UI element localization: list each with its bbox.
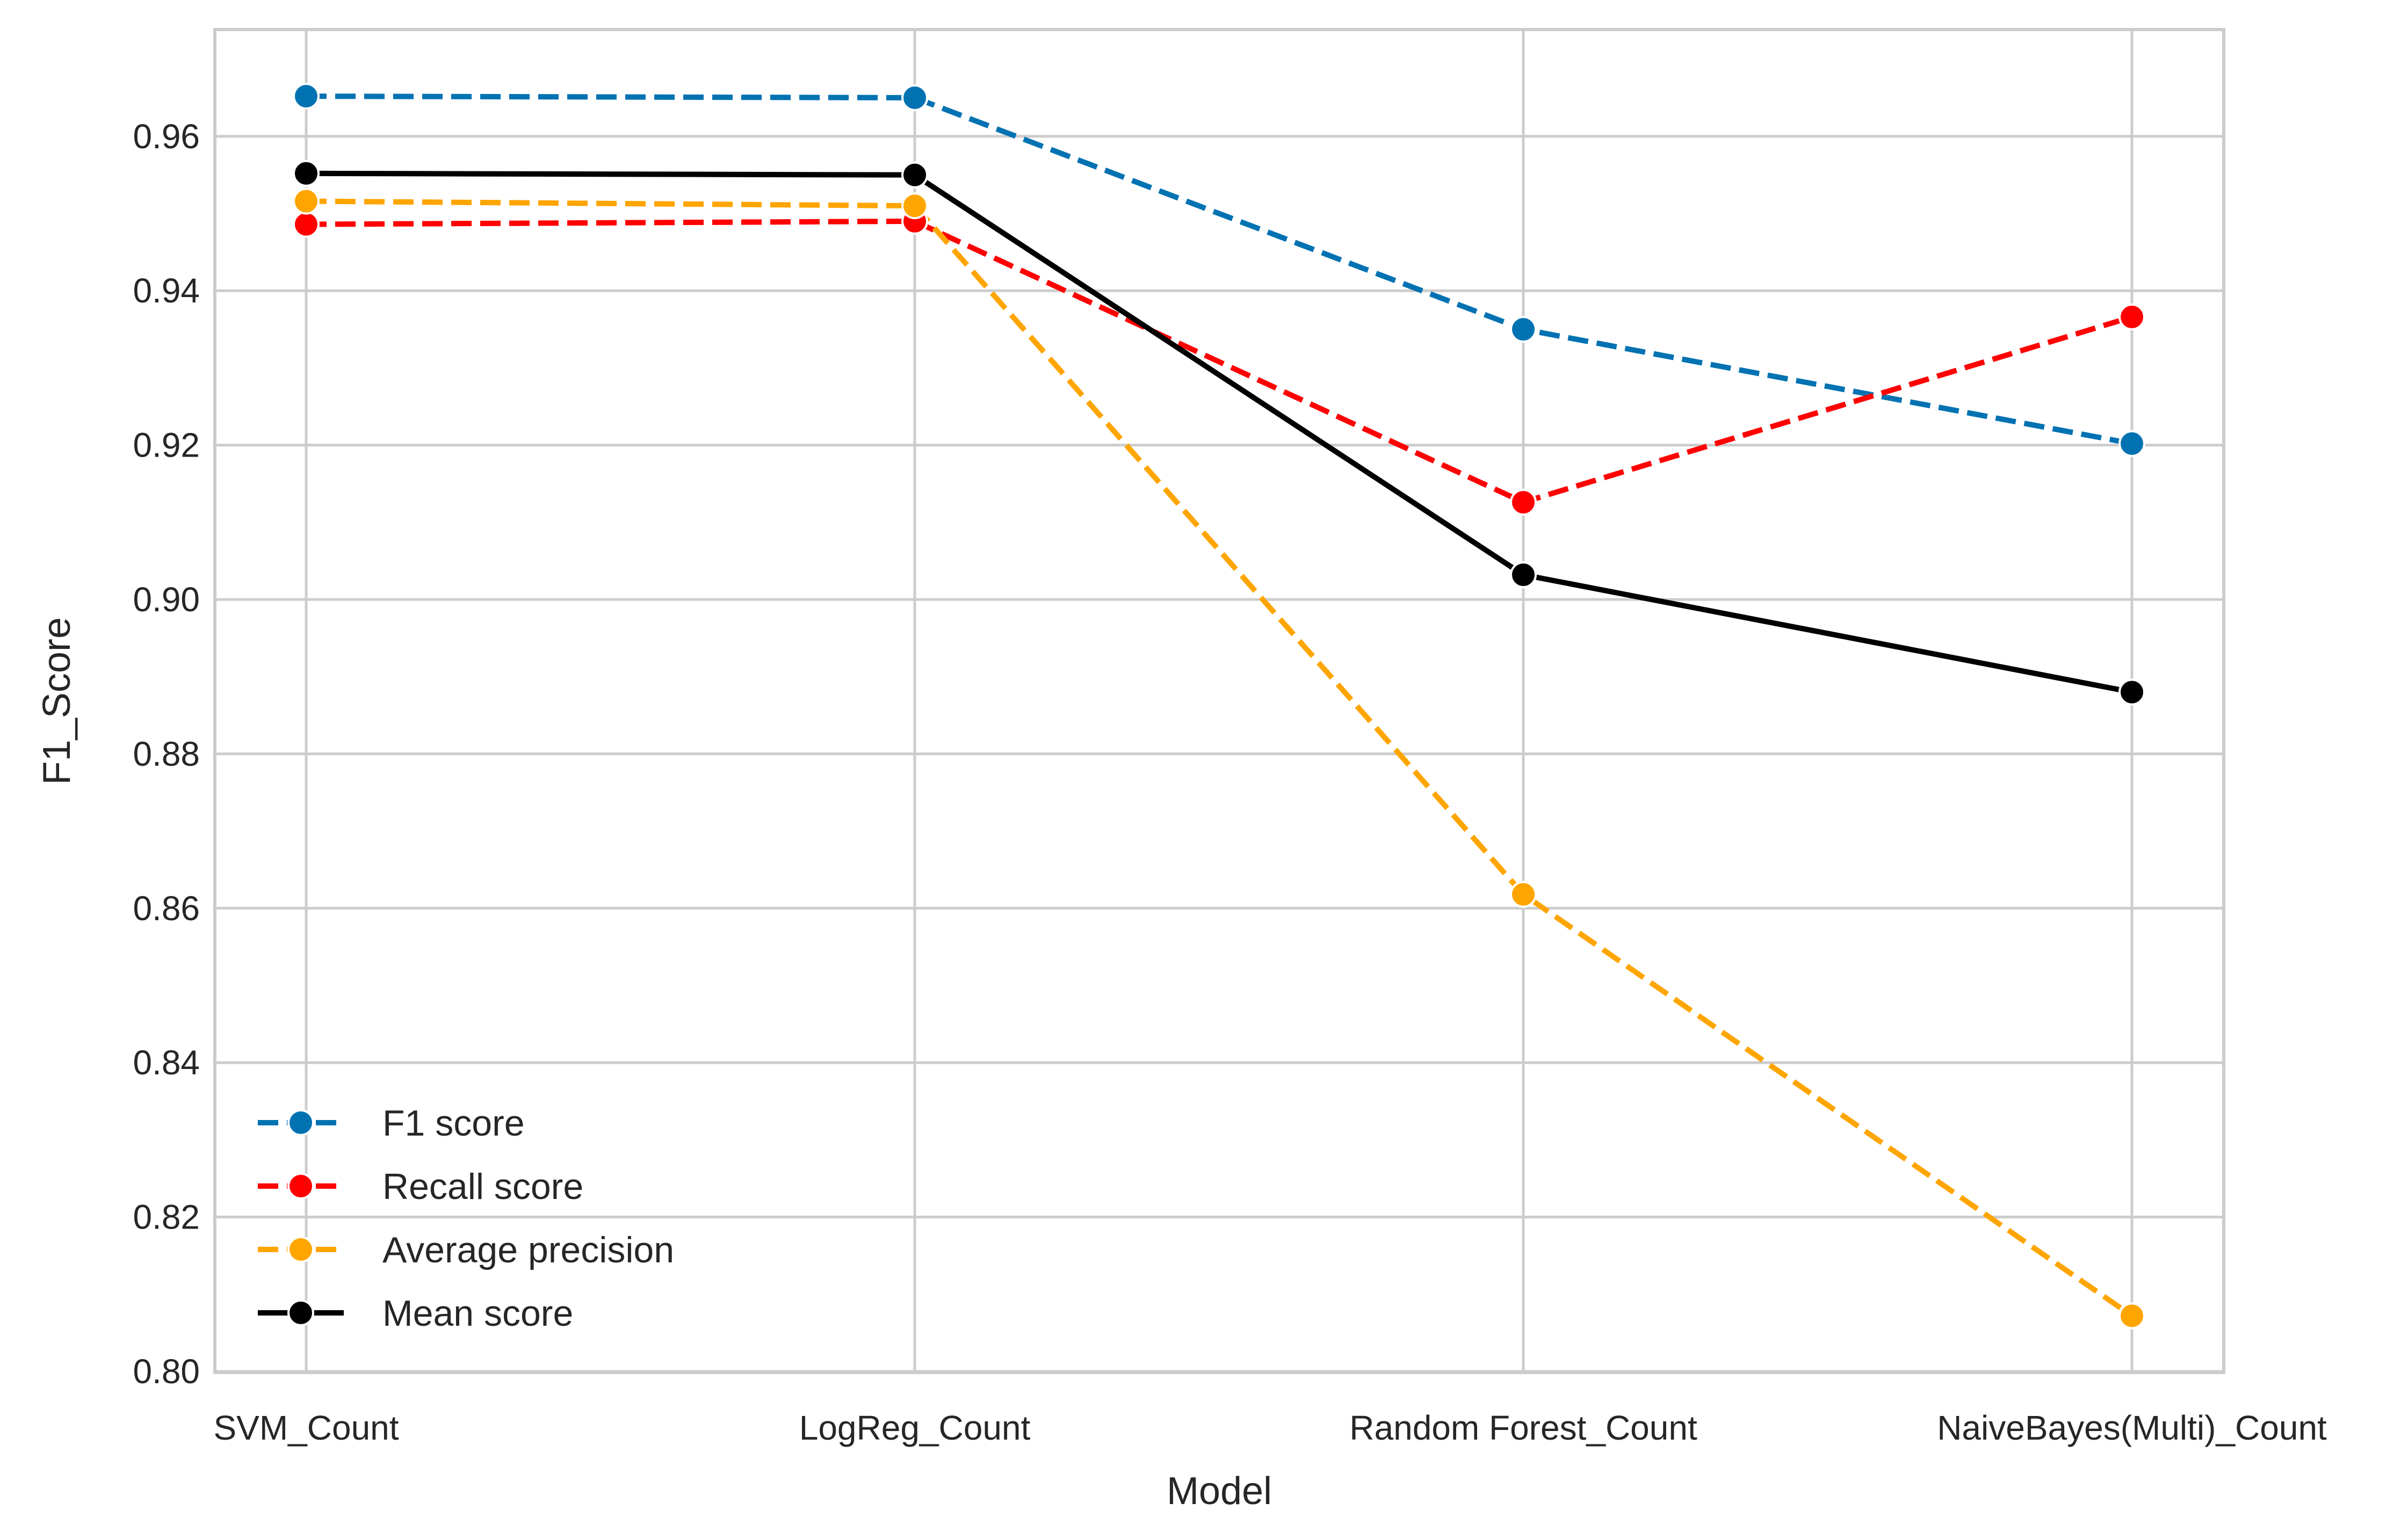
y-tick-label: 0.92 (133, 426, 200, 465)
data-point (1510, 880, 1537, 908)
legend-swatch-marker (287, 1173, 314, 1200)
data-point (293, 211, 320, 238)
legend-swatch-marker (287, 1299, 314, 1326)
series-line (306, 218, 2133, 505)
legend-label: Recall score (382, 1166, 583, 1207)
x-tick-label: Random Forest_Count (1349, 1408, 1697, 1447)
series-line (306, 198, 2134, 1318)
y-axis-title: F1_Score (35, 617, 78, 785)
data-point (2118, 678, 2145, 706)
y-tick-label: 0.96 (133, 117, 200, 156)
y-tick-label: 0.88 (133, 734, 200, 773)
data-point (293, 83, 320, 110)
x-tick-label: SVM_Count (213, 1408, 399, 1447)
series-markers (293, 83, 2145, 1330)
y-tick-label: 0.86 (133, 889, 200, 928)
data-point (901, 84, 928, 111)
y-axis-ticks: 0.80 0.82 0.84 0.86 0.88 0.90 0.92 0.94 0.96 (133, 117, 200, 1391)
legend-label: F1 score (382, 1103, 525, 1144)
data-point (293, 187, 320, 215)
data-point (2118, 304, 2145, 331)
data-point (901, 192, 928, 220)
legend-label: Average precision (382, 1230, 674, 1270)
series-lines (306, 93, 2134, 1318)
series-line (306, 93, 2132, 446)
data-point (1510, 316, 1537, 343)
data-point (1510, 488, 1537, 516)
legend: F1 score Recall score Average precision Mea… (258, 1103, 674, 1334)
x-tick-label: NaiveBayes(Multi)_Count (1937, 1408, 2327, 1447)
data-point (901, 161, 928, 189)
data-point (2118, 1302, 2145, 1330)
y-tick-label: 0.94 (133, 271, 200, 310)
x-tick-label: LogReg_Count (799, 1408, 1031, 1447)
y-tick-label: 0.84 (133, 1043, 200, 1082)
y-tick-label: 0.90 (133, 580, 200, 619)
legend-swatch-marker (287, 1109, 314, 1136)
data-point (293, 160, 320, 187)
y-tick-label: 0.82 (133, 1198, 200, 1237)
legend-label: Mean score (382, 1293, 573, 1334)
plot-area-frame (213, 28, 2225, 1374)
x-axis-title: Model (1167, 1470, 1272, 1513)
data-point (2118, 430, 2145, 457)
series-line (306, 170, 2132, 695)
y-tick-label: 0.80 (133, 1352, 200, 1391)
legend-swatch-marker (287, 1236, 314, 1263)
data-point (1510, 561, 1537, 589)
x-axis-ticks: SVM_Count LogReg_Count Random Forest_Count… (213, 1408, 2327, 1447)
